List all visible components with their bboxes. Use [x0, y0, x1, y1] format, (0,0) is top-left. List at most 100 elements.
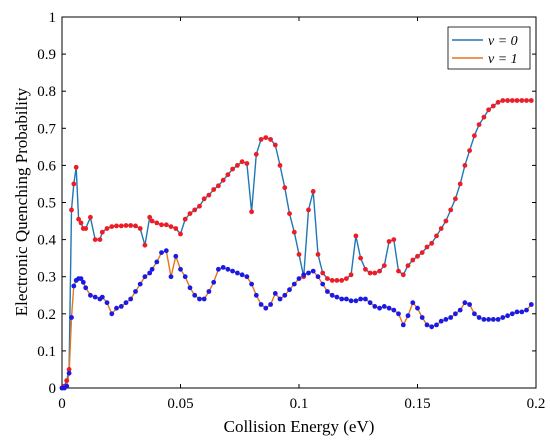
data-point-v1	[372, 304, 378, 309]
data-point-v1	[443, 317, 449, 322]
y-axis-ticks: 0 0.1 0.2 0.3 0.4 0.5 0.6 0.7 0.8 0.9 1	[37, 10, 536, 397]
data-point-v1	[410, 300, 416, 306]
data-point-v1	[64, 383, 70, 389]
data-point-v0	[500, 98, 506, 103]
data-point-v0	[490, 103, 496, 109]
data-point-v0	[178, 231, 183, 237]
data-point-v1	[192, 292, 198, 298]
data-point-v0	[114, 223, 119, 229]
data-point-v1	[239, 272, 245, 278]
y-tick-label: 0.5	[37, 196, 56, 212]
data-point-v1	[147, 270, 153, 276]
data-point-v1	[66, 370, 72, 376]
data-point-v1	[329, 292, 335, 298]
data-point-v0	[64, 378, 70, 383]
data-point-v1	[358, 296, 363, 302]
y-tick-label: 0.6	[37, 158, 56, 174]
data-point-v0	[443, 218, 449, 224]
data-point-v1	[505, 313, 510, 319]
data-point-v1	[71, 283, 77, 289]
data-point-v0	[524, 98, 529, 103]
data-point-v0	[405, 263, 411, 268]
data-point-v1	[168, 274, 174, 280]
data-point-v0	[476, 122, 482, 127]
data-point-v0	[377, 268, 382, 274]
data-point-v0	[88, 214, 93, 220]
data-point-v1	[315, 274, 321, 280]
data-point-v0	[486, 107, 491, 113]
data-point-v1	[472, 311, 477, 317]
data-point-v0	[163, 222, 169, 228]
data-point-v0	[528, 98, 534, 103]
data-point-v0	[391, 237, 397, 243]
data-point-v0	[147, 214, 153, 220]
data-point-v1	[109, 311, 115, 317]
data-point-v0	[230, 166, 236, 172]
data-point-v0	[400, 272, 406, 278]
data-point-v0	[263, 135, 269, 141]
x-tick-label: 0.05	[167, 396, 193, 412]
data-point-v1	[462, 300, 468, 306]
data-point-v1	[344, 296, 349, 302]
data-point-v0	[310, 189, 316, 194]
data-point-v1	[133, 289, 138, 294]
data-point-v1	[282, 292, 288, 298]
data-point-v1	[296, 276, 302, 281]
data-point-v1	[363, 296, 368, 302]
data-point-v1	[83, 285, 89, 291]
series-lines	[61, 99, 532, 389]
data-point-v1	[114, 305, 119, 311]
data-point-v1	[123, 300, 129, 306]
legend-label-v1: ν = 1	[488, 52, 518, 67]
data-point-v1	[367, 300, 373, 306]
series-markers	[59, 98, 534, 391]
data-point-v0	[329, 278, 335, 283]
data-point-v0	[76, 216, 81, 222]
data-point-v1	[277, 296, 283, 302]
y-tick-label: 1	[49, 10, 57, 26]
data-point-v1	[173, 253, 179, 259]
data-point-v1	[154, 259, 160, 265]
data-point-v0	[296, 252, 302, 257]
data-point-v0	[429, 240, 435, 246]
data-point-v1	[253, 292, 259, 298]
data-point-v1	[244, 274, 250, 280]
data-point-v1	[353, 298, 359, 304]
data-point-v1	[334, 294, 340, 300]
data-point-v0	[419, 250, 425, 256]
data-point-v1	[348, 298, 354, 304]
data-point-v0	[244, 161, 250, 166]
data-point-v0	[434, 233, 439, 239]
data-point-v1	[509, 311, 515, 317]
data-point-v0	[282, 185, 288, 191]
data-point-v1	[220, 265, 226, 270]
data-point-v0	[253, 151, 259, 157]
data-point-v0	[291, 229, 297, 235]
legend-label-v0: ν = 0	[488, 34, 518, 49]
data-point-v0	[187, 211, 193, 217]
y-tick-label: 0	[49, 381, 57, 397]
data-point-v1	[495, 317, 501, 322]
data-point-v0	[353, 233, 359, 239]
data-point-v1	[258, 302, 264, 307]
data-point-v0	[344, 276, 349, 281]
data-point-v0	[83, 226, 89, 231]
data-point-v0	[396, 268, 401, 274]
legend: ν = 0 ν = 1	[447, 26, 531, 70]
x-tick-label: 0.15	[404, 396, 430, 412]
data-point-v1	[486, 317, 491, 322]
data-point-v0	[514, 98, 520, 103]
y-tick-label: 0.3	[37, 270, 56, 286]
data-point-v1	[381, 304, 387, 309]
data-point-v0	[386, 239, 392, 244]
plot-area	[61, 16, 537, 389]
data-point-v0	[410, 257, 416, 263]
y-tick-label: 0.8	[37, 84, 56, 100]
data-point-v1	[128, 296, 134, 302]
data-point-v1	[291, 281, 297, 287]
data-point-v1	[514, 309, 520, 315]
x-tick-label: 0.2	[527, 396, 546, 412]
data-point-v0	[123, 223, 129, 228]
data-point-v1	[201, 296, 207, 302]
